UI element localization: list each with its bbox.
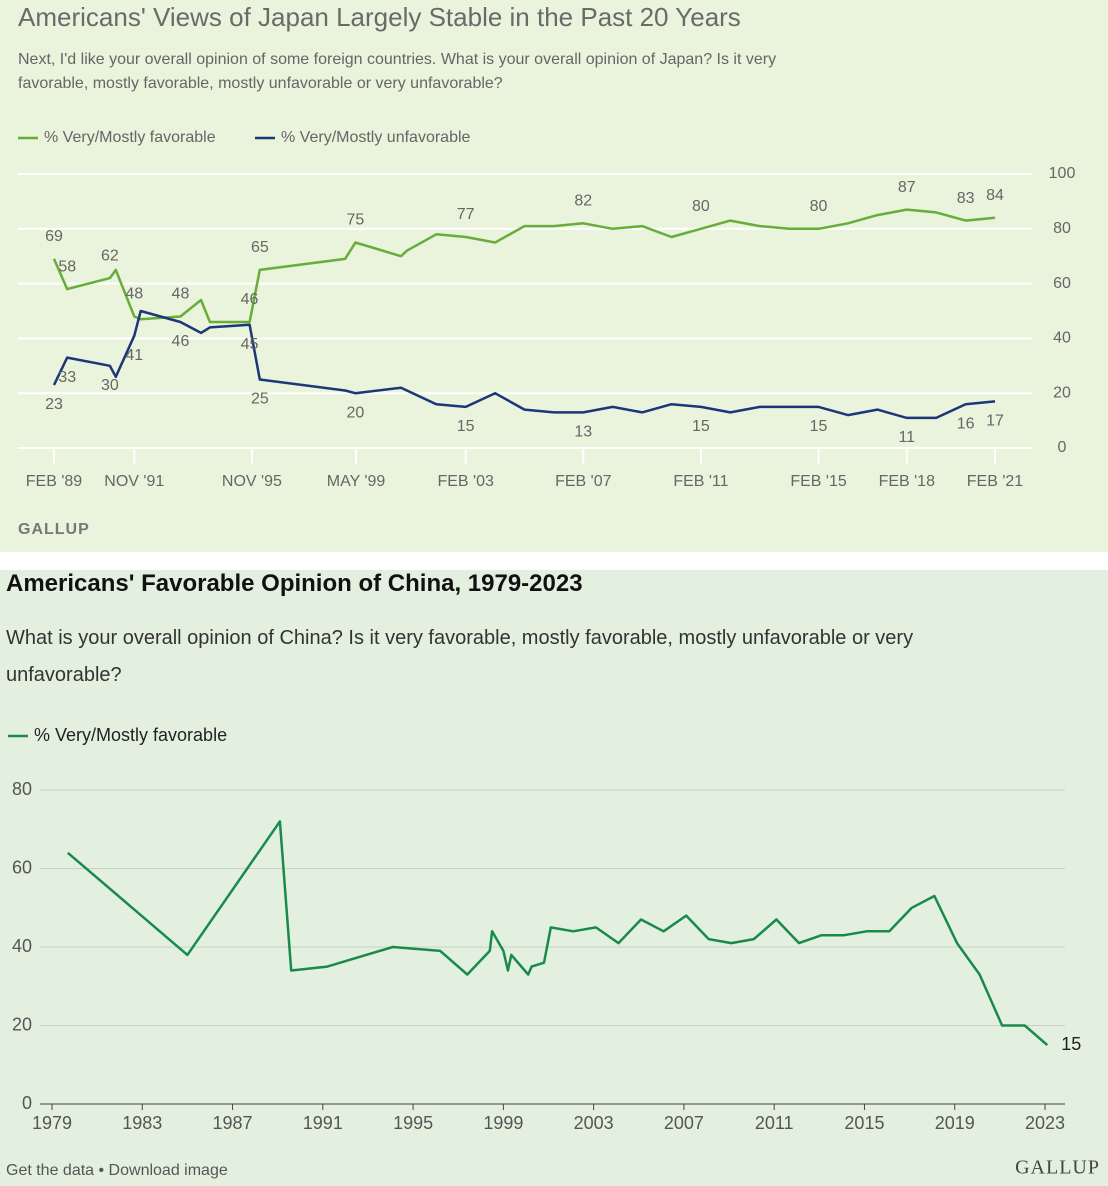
x-tick-label: FEB '18 — [879, 473, 936, 490]
x-tick-label: 1999 — [483, 1113, 523, 1133]
y-tick-label: 40 — [12, 936, 32, 956]
x-tick-label: 1987 — [213, 1113, 253, 1133]
data-label: 16 — [957, 415, 975, 432]
data-label: 11 — [898, 429, 915, 446]
chart-subtitle: What is your overall opinion of China? I… — [6, 627, 914, 686]
source: GALLUP — [18, 521, 90, 538]
data-label: 15 — [1061, 1034, 1081, 1054]
y-tick-label: 60 — [12, 857, 32, 877]
data-label: 65 — [251, 239, 269, 256]
x-tick-label: NOV '95 — [222, 473, 282, 490]
data-label: 46 — [241, 291, 259, 308]
y-tick-label: 20 — [12, 1014, 32, 1034]
y-tick-label: 0 — [1058, 439, 1067, 456]
y-tick-label: 100 — [1049, 165, 1076, 182]
data-label: 75 — [347, 212, 365, 229]
y-tick-label: 60 — [1053, 275, 1071, 292]
x-tick-label: FEB '07 — [555, 473, 612, 490]
data-label: 20 — [347, 404, 365, 421]
data-label: 80 — [810, 198, 828, 215]
x-tick-label: 2023 — [1025, 1113, 1065, 1133]
chart-subtitle: Next, I'd like your overall opinion of s… — [18, 51, 777, 92]
x-tick-label: 1983 — [122, 1113, 162, 1133]
x-tick-label: 2011 — [755, 1113, 794, 1133]
x-tick-label: 2019 — [935, 1113, 975, 1133]
data-label: 80 — [692, 198, 710, 215]
y-tick-label: 80 — [1053, 220, 1071, 237]
x-tick-label: MAY '99 — [327, 473, 386, 490]
x-tick-label: 2003 — [574, 1113, 614, 1133]
data-label: 58 — [58, 258, 76, 275]
data-label: 77 — [457, 206, 475, 223]
data-label: 15 — [457, 418, 475, 435]
data-label: 45 — [241, 336, 259, 353]
chart-title: Americans' Views of Japan Largely Stable… — [18, 2, 741, 32]
data-label: 87 — [898, 179, 916, 196]
x-tick-label: FEB '15 — [790, 473, 847, 490]
x-tick-label: 1979 — [32, 1113, 72, 1133]
data-label: 17 — [986, 413, 1004, 430]
data-label: 82 — [574, 193, 592, 210]
data-label: 15 — [810, 418, 828, 435]
x-tick-label: 1991 — [303, 1113, 343, 1133]
y-tick-label: 40 — [1053, 330, 1071, 347]
y-tick-label: 0 — [22, 1093, 32, 1113]
x-tick-label: 2015 — [844, 1113, 884, 1133]
source: GALLUP — [1015, 1157, 1100, 1179]
y-tick-label: 80 — [12, 779, 32, 799]
legend-label: % Very/Mostly favorable — [44, 129, 216, 146]
y-tick-label: 20 — [1053, 384, 1071, 401]
data-label: 13 — [574, 424, 592, 441]
series-line — [52, 309, 996, 420]
x-tick-label: FEB '89 — [26, 473, 83, 490]
series-line — [66, 820, 1049, 1047]
data-label: 62 — [101, 247, 119, 264]
data-label: 33 — [58, 369, 76, 386]
x-tick-label: FEB '03 — [437, 473, 494, 490]
data-label: 84 — [986, 187, 1004, 204]
x-tick-label: 2007 — [664, 1113, 704, 1133]
panel-china — [0, 570, 1108, 1186]
data-label: 69 — [45, 228, 63, 245]
panel-japan — [0, 0, 1108, 552]
data-label: 83 — [957, 190, 975, 207]
x-tick-label: FEB '11 — [673, 473, 728, 490]
data-label: 46 — [172, 333, 190, 350]
data-label: 48 — [125, 286, 143, 303]
data-label: 25 — [251, 391, 269, 408]
data-label: 23 — [45, 396, 63, 413]
legend-label: % Very/Mostly favorable — [34, 725, 227, 745]
chart-title: Americans' Favorable Opinion of China, 1… — [6, 570, 583, 597]
x-tick-label: FEB '21 — [967, 473, 1024, 490]
data-label: 48 — [172, 286, 190, 303]
legend-label: % Very/Mostly unfavorable — [281, 129, 471, 146]
data-label: 15 — [692, 418, 710, 435]
x-tick-label: 1995 — [393, 1113, 433, 1133]
data-label: 30 — [101, 377, 119, 394]
footer: Get the data • Download image — [6, 1162, 228, 1179]
x-tick-label: NOV '91 — [104, 473, 164, 490]
data-label: 41 — [125, 347, 143, 364]
